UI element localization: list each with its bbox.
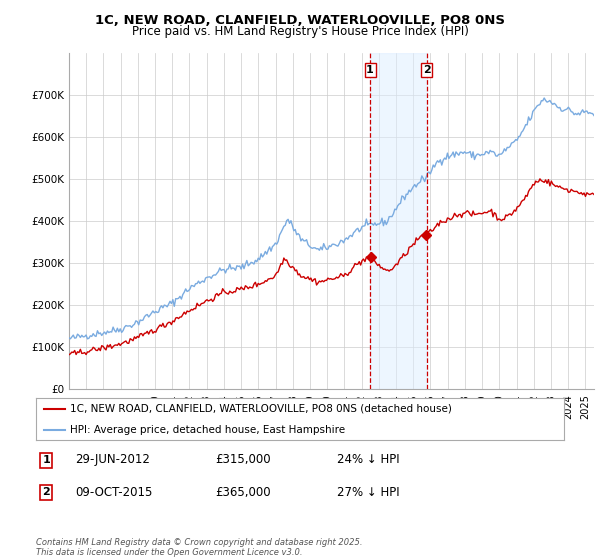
Text: £365,000: £365,000: [215, 486, 271, 498]
Text: 2: 2: [43, 487, 50, 497]
Text: 2: 2: [422, 65, 430, 75]
Text: 1C, NEW ROAD, CLANFIELD, WATERLOOVILLE, PO8 0NS (detached house): 1C, NEW ROAD, CLANFIELD, WATERLOOVILLE, …: [70, 404, 452, 413]
Text: 09-OCT-2015: 09-OCT-2015: [76, 486, 153, 498]
Text: HPI: Average price, detached house, East Hampshire: HPI: Average price, detached house, East…: [70, 424, 346, 435]
Bar: [370, 53, 427, 389]
Text: 1C, NEW ROAD, CLANFIELD, WATERLOOVILLE, PO8 0NS: 1C, NEW ROAD, CLANFIELD, WATERLOOVILLE, …: [95, 14, 505, 27]
Text: £315,000: £315,000: [215, 454, 271, 466]
Text: Price paid vs. HM Land Registry's House Price Index (HPI): Price paid vs. HM Land Registry's House …: [131, 25, 469, 38]
Text: 24% ↓ HPI: 24% ↓ HPI: [337, 454, 400, 466]
Text: 27% ↓ HPI: 27% ↓ HPI: [337, 486, 400, 498]
Text: 1: 1: [366, 65, 374, 75]
Text: 29-JUN-2012: 29-JUN-2012: [76, 454, 151, 466]
Text: Contains HM Land Registry data © Crown copyright and database right 2025.
This d: Contains HM Land Registry data © Crown c…: [36, 538, 362, 557]
Text: 1: 1: [43, 455, 50, 465]
